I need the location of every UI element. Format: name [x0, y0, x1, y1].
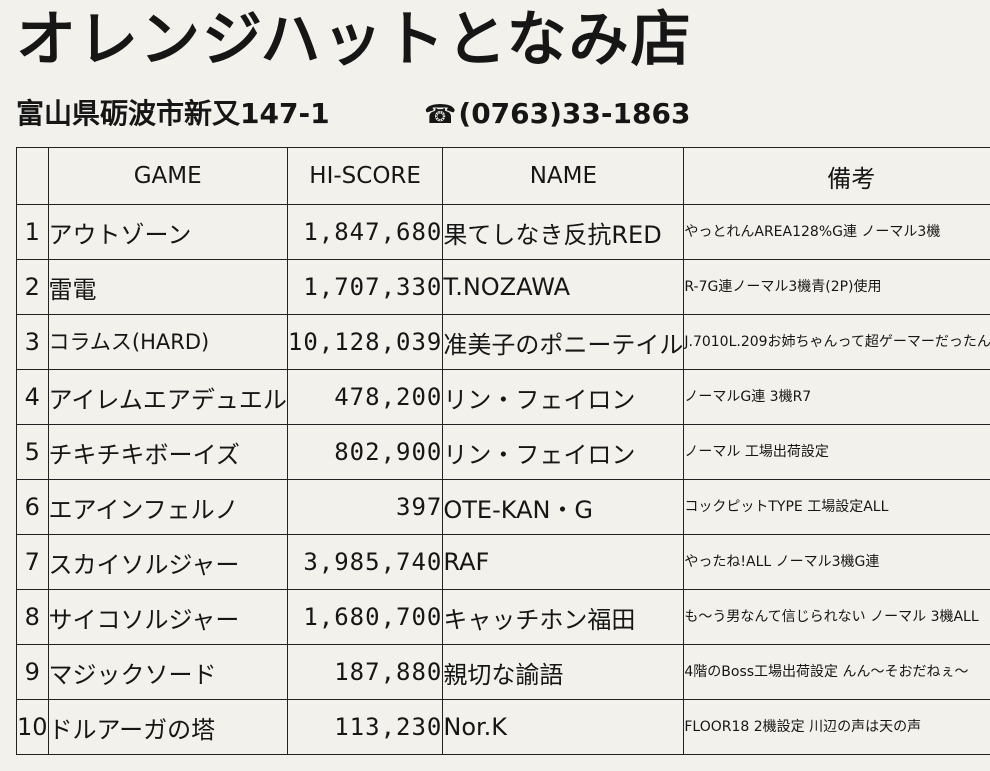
score-cell: 187,880	[286, 644, 444, 700]
note-cell: FLOOR18 2機設定 川辺の声は天の声	[683, 699, 990, 755]
rank-cell: 4	[16, 369, 49, 425]
name-cell: 果てしなき反抗RED	[442, 204, 685, 260]
game-cell: マジックソード	[47, 644, 288, 700]
note-cell: ノーマル 工場出荷設定	[683, 424, 990, 480]
shop-address: 富山県砺波市新又147-1	[16, 97, 330, 130]
table-row: 1 アウトゾーン 1,847,680 果てしなき反抗RED やっとれんAREA1…	[16, 204, 990, 260]
game-cell: ドルアーガの塔	[47, 699, 288, 755]
rank-cell: 1	[16, 204, 49, 260]
rank-cell: 3	[16, 314, 49, 370]
header-rank	[16, 147, 49, 205]
header-note: 備考	[683, 147, 990, 205]
game-cell: エアインフェルノ	[47, 479, 288, 535]
note-cell: やったね!ALL ノーマル3機G連	[683, 534, 990, 590]
game-cell: アウトゾーン	[47, 204, 288, 260]
table-row: 10 ドルアーガの塔 113,230 Nor.K FLOOR18 2機設定 川辺…	[16, 699, 990, 755]
note-cell: やっとれんAREA128%G連 ノーマル3機	[683, 204, 990, 260]
phone-number: (0763)33-1863	[458, 97, 691, 130]
note-cell: コックピットTYPE 工場設定ALL	[683, 479, 990, 535]
note-cell: J.7010L.209お姉ちゃんって超ゲーマーだったんです	[683, 314, 990, 370]
score-cell: 1,707,330	[286, 259, 444, 315]
table-row: 9 マジックソード 187,880 親切な諭語 4階のBoss工場出荷設定 んん…	[16, 644, 990, 700]
name-cell: リン・フェイロン	[442, 424, 685, 480]
table-row: 8 サイコソルジャー 1,680,700 キャッチホン福田 も〜う男なんて信じら…	[16, 589, 990, 645]
score-cell: 1,680,700	[286, 589, 444, 645]
score-cell: 802,900	[286, 424, 444, 480]
telephone-icon: ☎	[424, 100, 457, 130]
score-cell: 478,200	[286, 369, 444, 425]
rank-cell: 7	[16, 534, 49, 590]
hi-score-table: GAME HI-SCORE NAME 備考 1 アウトゾーン 1,847,680…	[16, 147, 990, 755]
rank-cell: 2	[16, 259, 49, 315]
header-game: GAME	[47, 147, 288, 205]
score-cell: 3,985,740	[286, 534, 444, 590]
note-cell: 4階のBoss工場出荷設定 んん〜そおだねぇ〜	[683, 644, 990, 700]
name-cell: OTE-KAN・G	[442, 479, 685, 535]
game-cell: アイレムエアデュエル	[47, 369, 288, 425]
name-cell: 准美子のポニーテイル	[442, 314, 685, 370]
name-cell: リン・フェイロン	[442, 369, 685, 425]
rank-cell: 5	[16, 424, 49, 480]
rank-cell: 8	[16, 589, 49, 645]
game-cell: サイコソルジャー	[47, 589, 288, 645]
score-cell: 397	[286, 479, 444, 535]
game-cell: 雷電	[47, 259, 288, 315]
game-cell: コラムス(HARD)	[47, 314, 288, 370]
shop-phone: ☎(0763)33-1863	[424, 94, 690, 135]
score-cell: 1,847,680	[286, 204, 444, 260]
note-cell: ノーマルG連 3機R7	[683, 369, 990, 425]
game-cell: スカイソルジャー	[47, 534, 288, 590]
score-cell: 113,230	[286, 699, 444, 755]
name-cell: RAF	[442, 534, 685, 590]
table-row: 7 スカイソルジャー 3,985,740 RAF やったね!ALL ノーマル3機…	[16, 534, 990, 590]
shop-name: オレンジハットとなみ店	[16, 5, 693, 75]
header-score: HI-SCORE	[286, 147, 444, 205]
table-header-row: GAME HI-SCORE NAME 備考	[16, 147, 990, 205]
rank-cell: 6	[16, 479, 49, 535]
name-cell: T.NOZAWA	[442, 259, 685, 315]
table-row: 5 チキチキボーイズ 802,900 リン・フェイロン ノーマル 工場出荷設定	[16, 424, 990, 480]
rank-cell: 9	[16, 644, 49, 700]
header-name: NAME	[442, 147, 685, 205]
note-cell: も〜う男なんて信じられない ノーマル 3機ALL	[683, 589, 990, 645]
table-row: 4 アイレムエアデュエル 478,200 リン・フェイロン ノーマルG連 3機R…	[16, 369, 990, 425]
table-row: 2 雷電 1,707,330 T.NOZAWA R-7G連ノーマル3機青(2P)…	[16, 259, 990, 315]
game-cell: チキチキボーイズ	[47, 424, 288, 480]
name-cell: 親切な諭語	[442, 644, 685, 700]
table-row: 3 コラムス(HARD) 10,128,039 准美子のポニーテイル J.701…	[16, 314, 990, 370]
table-row: 6 エアインフェルノ 397 OTE-KAN・G コックピットTYPE 工場設定…	[16, 479, 990, 535]
score-cell: 10,128,039	[286, 314, 444, 370]
rank-cell: 10	[16, 699, 49, 755]
name-cell: キャッチホン福田	[442, 589, 685, 645]
name-cell: Nor.K	[442, 699, 685, 755]
note-cell: R-7G連ノーマル3機青(2P)使用	[683, 259, 990, 315]
